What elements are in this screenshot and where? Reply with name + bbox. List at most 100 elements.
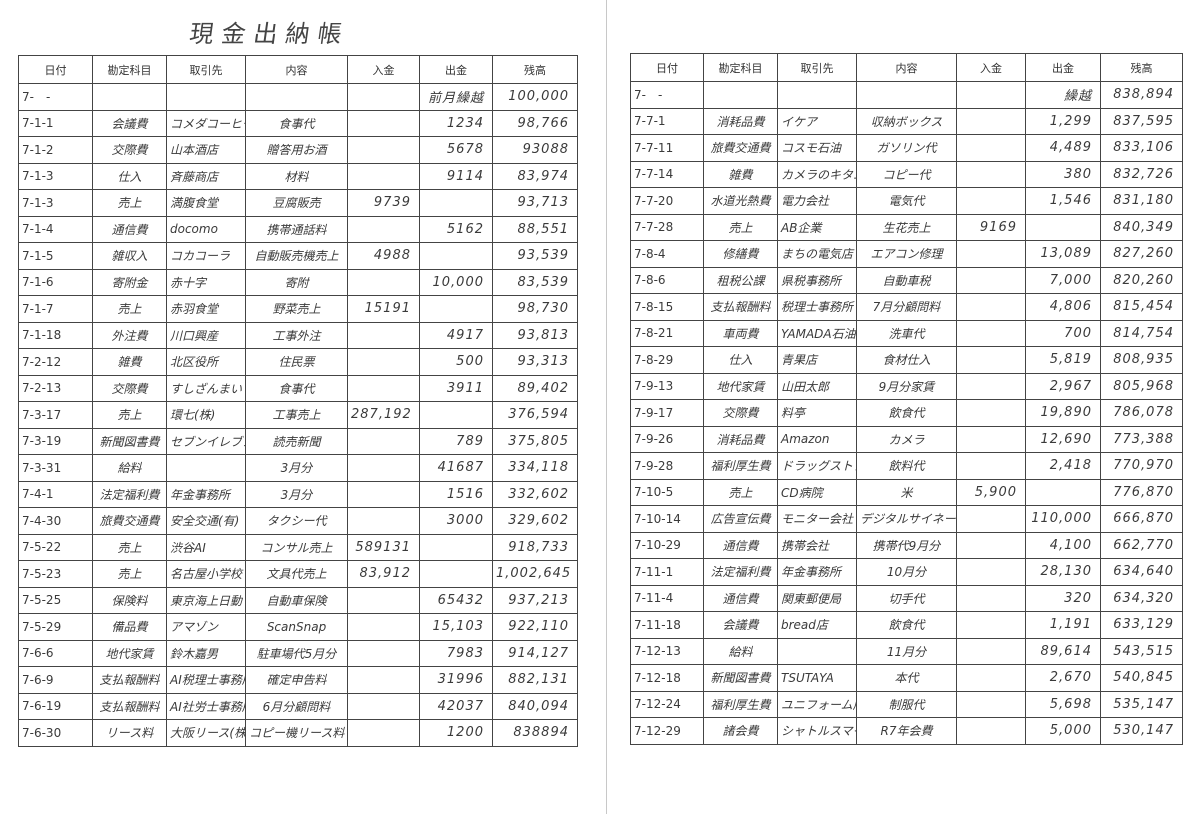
withdrawal-cell: 1,191	[1025, 611, 1101, 639]
counterparty-cell: 斉藤商店	[166, 162, 246, 190]
deposit-cell: 15191	[347, 295, 420, 323]
column-header-account: 勘定科目	[703, 53, 778, 82]
account-cell: 売上	[703, 478, 778, 506]
date-cell: 7-12-18	[630, 664, 704, 692]
balance-cell: 93,713	[492, 189, 578, 217]
description-cell: 豆腐販売	[245, 189, 348, 217]
description-cell: 米	[856, 478, 957, 506]
counterparty-cell: 川口興産	[166, 321, 246, 349]
balance-cell: 633,129	[1100, 611, 1183, 639]
withdrawal-cell	[419, 533, 493, 561]
balance-cell: 98,730	[492, 295, 578, 323]
ledger-row: 7-4-1 法定福利費 年金事務所 3月分 1516 332,602	[18, 480, 578, 508]
account-cell: 雑費	[92, 348, 167, 376]
account-cell: 会議費	[703, 611, 778, 639]
withdrawal-cell: 前月繰越	[419, 83, 493, 111]
counterparty-cell: 鈴木嘉男	[166, 639, 246, 667]
date-cell: 7-5-23	[18, 560, 93, 588]
withdrawal-cell	[419, 560, 493, 588]
deposit-cell	[956, 505, 1026, 533]
date-cell: 7-6-9	[18, 666, 93, 694]
balance-cell: 832,726	[1100, 160, 1183, 188]
deposit-cell	[956, 81, 1026, 109]
description-cell	[856, 81, 957, 109]
counterparty-cell: 山本酒店	[166, 136, 246, 164]
balance-cell: 93,813	[492, 321, 578, 349]
counterparty-cell: カメラのキタムラ	[777, 160, 857, 188]
withdrawal-cell: 4917	[419, 321, 493, 349]
withdrawal-cell: 110,000	[1025, 505, 1101, 533]
balance-cell: 530,147	[1100, 717, 1183, 745]
date-cell: 7-7-20	[630, 187, 704, 215]
column-header-counterparty: 取引先	[166, 55, 246, 84]
balance-cell: 98,766	[492, 109, 578, 137]
withdrawal-cell: 4,100	[1025, 531, 1101, 559]
date-cell: 7-9-13	[630, 372, 704, 400]
description-cell: 工事売上	[245, 401, 348, 429]
withdrawal-cell: 500	[419, 348, 493, 376]
date-cell: 7-3-19	[18, 427, 93, 455]
balance-cell: 820,260	[1100, 266, 1183, 294]
ledger-row: 7-6-6 地代家賃 鈴木嘉男 駐車場代5月分 7983 914,127	[18, 639, 578, 667]
date-cell: 7-8-4	[630, 240, 704, 268]
balance-cell: 83,974	[492, 162, 578, 190]
deposit-cell	[347, 692, 420, 720]
deposit-cell	[956, 372, 1026, 400]
cash-book-table-right: 日付 勘定科目 取引先 内容 入金 出金 残高 7- - 繰越 838,894 7-7-1 消耗品費イ…	[630, 53, 1183, 745]
ledger-row: 7-7-11 旅費交通費 コスモ石油 ガソリン代 4,489 833,106	[630, 134, 1183, 162]
description-cell: 11月分	[856, 637, 957, 665]
withdrawal-cell	[419, 242, 493, 270]
balance-cell: 808,935	[1100, 346, 1183, 374]
header-row: 日付 勘定科目 取引先 内容 入金 出金 残高	[630, 53, 1183, 82]
balance-cell: 773,388	[1100, 425, 1183, 453]
description-cell: コンサル売上	[245, 533, 348, 561]
account-cell: 交際費	[92, 374, 167, 402]
description-cell: 住民票	[245, 348, 348, 376]
header-row: 日付 勘定科目 取引先 内容 入金 出金 残高	[18, 55, 578, 84]
account-cell: 福利厚生費	[703, 690, 778, 718]
description-cell: 飲食代	[856, 399, 957, 427]
withdrawal-cell: 3000	[419, 507, 493, 535]
withdrawal-cell: 19,890	[1025, 399, 1101, 427]
date-cell: 7-12-29	[630, 717, 704, 745]
ledger-row: 7-3-31 給料 3月分 41687 334,118	[18, 454, 578, 482]
account-cell: 備品費	[92, 613, 167, 641]
date-cell: 7-8-29	[630, 346, 704, 374]
balance-cell: 1,002,645	[492, 560, 578, 588]
description-cell: 3月分	[245, 454, 348, 482]
description-cell	[245, 83, 348, 111]
balance-cell: 882,131	[492, 666, 578, 694]
balance-cell: 837,595	[1100, 107, 1183, 135]
deposit-cell	[956, 187, 1026, 215]
deposit-cell	[956, 584, 1026, 612]
ledger-row: 7- - 前月繰越 100,000	[18, 83, 578, 111]
counterparty-cell: 赤十字	[166, 268, 246, 296]
deposit-cell	[347, 374, 420, 402]
withdrawal-cell: 320	[1025, 584, 1101, 612]
account-cell: 支払報酬料	[92, 692, 167, 720]
description-cell: 携帯通話料	[245, 215, 348, 243]
ledger-row: 7-11-1 法定福利費 年金事務所 10月分 28,130 634,640	[630, 558, 1183, 586]
balance-cell: 838894	[492, 719, 578, 747]
counterparty-cell: 青果店	[777, 346, 857, 374]
date-cell: 7-8-15	[630, 293, 704, 321]
counterparty-cell: AI社労士事務所	[166, 692, 246, 720]
counterparty-cell: 名古屋小学校	[166, 560, 246, 588]
counterparty-cell: 料亭	[777, 399, 857, 427]
balance-cell: 786,078	[1100, 399, 1183, 427]
account-cell	[703, 81, 778, 109]
column-header-withdrawal: 出金	[419, 55, 493, 84]
account-cell: 消耗品費	[703, 107, 778, 135]
ledger-row: 7-12-18 新聞図書費 TSUTAYA 本代 2,670 540,845	[630, 664, 1183, 692]
deposit-cell: 287,192	[347, 401, 420, 429]
counterparty-cell: コスモ石油	[777, 134, 857, 162]
date-cell: 7-11-18	[630, 611, 704, 639]
page-title: 現金出納帳	[187, 20, 352, 48]
date-cell: 7-5-25	[18, 586, 93, 614]
date-cell: 7-1-4	[18, 215, 93, 243]
withdrawal-cell: 41687	[419, 454, 493, 482]
column-header-deposit: 入金	[347, 55, 420, 84]
account-cell: 福利厚生費	[703, 452, 778, 480]
